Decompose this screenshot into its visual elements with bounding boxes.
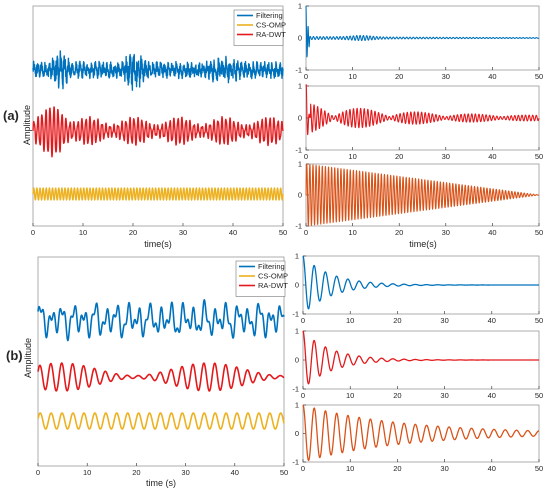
legend-a <box>233 9 284 46</box>
panel-a-right-1-xtick-label-3: 30 <box>442 72 450 81</box>
panel-b-left-xtick-label-5: 50 <box>280 468 288 477</box>
radwt-trace-b-right <box>302 330 540 385</box>
panel-a-left-xtick-label-4: 40 <box>229 228 237 237</box>
panel-a-right-3-xtick-label-5: 50 <box>535 228 543 237</box>
panel-b-right-2-xtick-label-3: 30 <box>440 391 448 400</box>
panel-b-right-3-xtick-label-5: 50 <box>535 464 543 473</box>
panel-b-right-2-xtick-label-2: 20 <box>393 391 401 400</box>
panel-b-left-xtick-label-1: 10 <box>83 468 91 477</box>
filtering-trace-b-right <box>302 255 540 310</box>
csomp-trace-b <box>37 412 285 430</box>
panel-b-right-1-ytick-label-0: -1 <box>292 310 299 319</box>
xlabel-a-right: time(s) <box>409 239 437 249</box>
panel-a-right-1-ytick-label-2: 1 <box>298 2 302 11</box>
panel-a-right-2-ytick-label-2: 1 <box>298 82 302 91</box>
panel-b-right-1-ytick-label-1: 0 <box>295 281 299 290</box>
panel-a-right-1-xtick-label-5: 50 <box>535 72 543 81</box>
panel-b-right-3-frame <box>302 404 540 463</box>
panel-b-right-1-xtick-label-5: 50 <box>535 316 543 325</box>
filtering-trace-a <box>32 50 284 91</box>
panel-a-right-2-xtick-label-0: 0 <box>304 152 308 161</box>
filtering-trace-a-right <box>305 5 540 58</box>
panel-a-left-xtick-label-5: 50 <box>279 228 287 237</box>
legend-a-entry-0: Filtering <box>256 11 283 20</box>
panel-a-right-2-ytick-label-0: -1 <box>295 146 302 155</box>
panel-b-right-1-xtick-label-0: 0 <box>301 316 305 325</box>
panel-a-right-1-xtick-label-0: 0 <box>304 72 308 81</box>
panel-b-right-2-xtick-label-1: 10 <box>346 391 354 400</box>
panel-b-right-2-xtick-label-0: 0 <box>301 391 305 400</box>
orange-trace-b-right <box>302 404 540 462</box>
panel-a-right-1-ytick-label-1: 0 <box>298 34 302 43</box>
legend-a-entry-1: CS-OMP <box>256 21 286 30</box>
panel-a-right-2-xtick-label-4: 40 <box>488 152 496 161</box>
panel-b-left-xtick-label-0: 0 <box>36 468 40 477</box>
legend-b-entry-2: RA-DWT <box>258 281 288 290</box>
panel-a-left-xtick-label-1: 10 <box>79 228 87 237</box>
panel-b-right-2-xtick-label-5: 50 <box>535 391 543 400</box>
radwt-trace-a-right <box>305 84 540 136</box>
panel-a-right-2-xtick-label-5: 50 <box>535 152 543 161</box>
panel-a-right-3-ytick-label-1: 0 <box>298 191 302 200</box>
panel-b-right-2-ytick-label-0: -1 <box>292 385 299 394</box>
panel-a-right-3-xtick-label-4: 40 <box>488 228 496 237</box>
panel-a-right-1-xtick-label-4: 40 <box>488 72 496 81</box>
panel-a-left-xtick-label-0: 0 <box>31 228 35 237</box>
panel-b-left-frame <box>37 256 285 467</box>
panel-b-right-2-xtick-label-4: 40 <box>488 391 496 400</box>
ylabel-a: Amplitude <box>22 105 32 145</box>
filtering-trace-b <box>37 299 285 342</box>
panel-a-left-xtick-label-3: 30 <box>179 228 187 237</box>
panel-a-right-2-xtick-label-3: 30 <box>442 152 450 161</box>
panel-a-right-3-ytick-label-0: -1 <box>295 222 302 231</box>
panel-b-right-3-xtick-label-4: 40 <box>488 464 496 473</box>
panel-a-right-3-xtick-label-3: 30 <box>442 228 450 237</box>
panel-a-right-2-ytick-label-1: 0 <box>298 114 302 123</box>
panel-b-right-3-xtick-label-2: 20 <box>393 464 401 473</box>
panel-a-right-3-ytick-label-2: 1 <box>298 160 302 169</box>
ylabel-b: Amplitude <box>23 338 33 378</box>
panel-b-right-1-ytick-label-2: 1 <box>295 252 299 261</box>
orange-trace-a-right <box>305 163 540 227</box>
panel-a-label: (a) <box>3 108 19 123</box>
panel-b-right-3-ytick-label-1: 0 <box>295 429 299 438</box>
panel-a-right-3-xtick-label-0: 0 <box>304 228 308 237</box>
xlabel-b-left: time (s) <box>146 478 176 488</box>
panel-a-right-3-xtick-label-1: 10 <box>348 228 356 237</box>
panel-a-right-2-xtick-label-1: 10 <box>348 152 356 161</box>
panel-a-left-xtick-label-2: 20 <box>129 228 137 237</box>
panel-a-right-3-xtick-label-2: 20 <box>395 228 403 237</box>
panel-b-right-2-ytick-label-1: 0 <box>295 356 299 365</box>
radwt-trace-b <box>37 362 285 392</box>
csomp-trace-a <box>32 187 284 201</box>
radwt-trace-a <box>32 106 284 158</box>
panel-b-right-3-xtick-label-3: 30 <box>440 464 448 473</box>
panel-b-right-3-ytick-label-0: -1 <box>292 458 299 467</box>
panel-b-label: (b) <box>6 348 23 363</box>
panel-b-right-3-xtick-label-1: 10 <box>346 464 354 473</box>
panel-b-right-2-ytick-label-2: 1 <box>295 327 299 336</box>
legend-a-entry-2: RA-DWT <box>256 30 286 39</box>
panel-a-right-1-ytick-label-0: -1 <box>295 66 302 75</box>
panel-b-right-1-xtick-label-2: 20 <box>393 316 401 325</box>
panel-b-left-xtick-label-2: 20 <box>132 468 140 477</box>
legend-b-entry-1: CS-OMP <box>258 272 288 281</box>
panel-b-right-1-xtick-label-3: 30 <box>440 316 448 325</box>
panel-b-right-1-xtick-label-1: 10 <box>346 316 354 325</box>
xlabel-a-left: time(s) <box>144 239 172 249</box>
panel-b-right-3-xtick-label-0: 0 <box>301 464 305 473</box>
panel-a-left-frame <box>32 5 284 227</box>
panel-a-right-1-xtick-label-2: 20 <box>395 72 403 81</box>
panel-a-right-2-xtick-label-2: 20 <box>395 152 403 161</box>
panel-b-right-1-xtick-label-4: 40 <box>488 316 496 325</box>
panel-b-left-xtick-label-4: 40 <box>231 468 239 477</box>
panel-b-right-3-ytick-label-2: 1 <box>295 401 299 410</box>
panel-b-left-xtick-label-3: 30 <box>181 468 189 477</box>
legend-b-entry-0: Filtering <box>258 262 285 271</box>
panel-a-right-1-xtick-label-1: 10 <box>348 72 356 81</box>
